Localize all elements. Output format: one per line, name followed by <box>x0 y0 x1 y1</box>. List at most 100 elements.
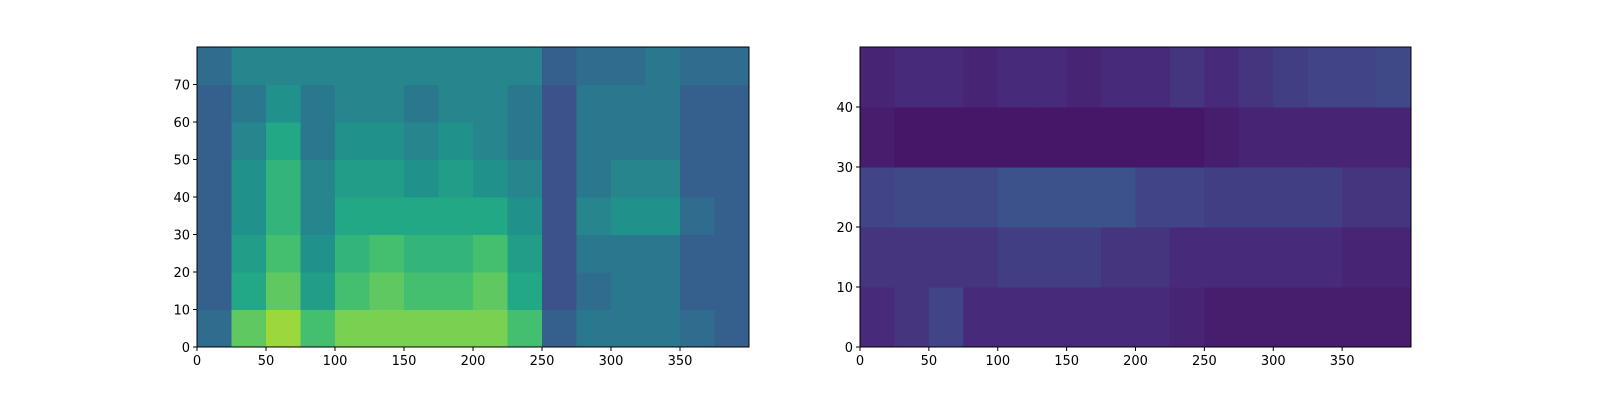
heatmap-cell <box>1238 287 1274 348</box>
heatmap-cell <box>473 84 508 123</box>
x-tick-label: 100 <box>323 354 348 369</box>
heatmap-cell <box>1169 227 1205 288</box>
x-tick-label: 200 <box>1123 354 1148 369</box>
heatmap-cell <box>680 272 715 310</box>
heatmap-cell <box>611 159 646 198</box>
heatmap-cell <box>714 47 750 85</box>
heatmap-cell <box>963 227 999 288</box>
heatmap-cell <box>542 197 577 235</box>
heatmap-cell <box>369 84 405 123</box>
heatmap-cell <box>197 122 232 160</box>
heatmap-cell <box>1101 107 1136 168</box>
x-tick-label: 300 <box>599 354 624 369</box>
heatmap-cell <box>1376 107 1412 168</box>
heatmap-cell <box>1273 227 1309 288</box>
heatmap-cell <box>197 84 232 123</box>
heatmap-cell <box>611 309 646 348</box>
x-tick-label: 150 <box>392 354 417 369</box>
heatmap-cell <box>438 159 474 198</box>
heatmap-cell <box>404 47 439 85</box>
heatmap-cell <box>1169 167 1205 228</box>
heatmap-cell <box>1101 47 1136 108</box>
heatmap-cell <box>197 159 232 198</box>
heatmap-cell <box>300 309 336 348</box>
heatmap-cell <box>404 309 439 348</box>
x-tick-label: 250 <box>1192 354 1217 369</box>
heatmap-cell <box>1376 287 1412 348</box>
x-tick-label: 300 <box>1261 354 1286 369</box>
heatmap-cell <box>1032 227 1068 288</box>
heatmap-cell <box>231 122 267 160</box>
heatmap-cell <box>542 309 577 348</box>
heatmap-cell <box>542 122 577 160</box>
heatmap-cell <box>1204 287 1240 348</box>
heatmap-cell <box>1204 227 1240 288</box>
x-tick-label: 250 <box>530 354 555 369</box>
x-tick-label: 350 <box>668 354 693 369</box>
heatmap-cell <box>1066 107 1102 168</box>
heatmap-cell <box>438 234 474 273</box>
heatmap-cell <box>894 47 930 108</box>
heatmap-cell <box>438 272 474 310</box>
heatmap-cell <box>1273 107 1309 168</box>
heatmap-cell <box>1135 167 1171 228</box>
heatmap-cell <box>928 167 964 228</box>
heatmap-cell <box>300 47 336 85</box>
heatmap-cell <box>576 234 612 273</box>
heatmap-cell <box>507 234 543 273</box>
heatmap-cell <box>1273 167 1309 228</box>
heatmap-cell <box>266 309 301 348</box>
heatmap-cell <box>369 234 405 273</box>
heatmap-cell <box>197 272 232 310</box>
heatmap-cell <box>1342 47 1378 108</box>
heatmap-cell <box>1238 167 1274 228</box>
heatmap-cell <box>611 197 646 235</box>
heatmap-cell <box>404 159 439 198</box>
heatmap-cell <box>335 47 370 85</box>
heatmap-cell <box>680 159 715 198</box>
heatmap-cell <box>197 47 232 85</box>
heatmap-cell <box>369 309 405 348</box>
heatmap-cell <box>1169 287 1205 348</box>
heatmap-cell <box>438 122 474 160</box>
heatmap-cell <box>680 84 715 123</box>
heatmap-cell <box>542 159 577 198</box>
heatmap-cell <box>231 84 267 123</box>
heatmap-cell <box>963 107 999 168</box>
y-tick-label: 0 <box>845 341 853 356</box>
heatmap-cell <box>928 227 964 288</box>
heatmap-cell <box>266 47 301 85</box>
heatmap-cell <box>438 197 474 235</box>
heatmap-cell <box>1066 47 1102 108</box>
heatmap-cell <box>680 122 715 160</box>
heatmap-cell <box>714 234 750 273</box>
heatmap-cell <box>645 122 681 160</box>
heatmap-cell <box>1376 227 1412 288</box>
heatmap-cell <box>507 84 543 123</box>
heatmap-cell <box>894 227 930 288</box>
heatmap-cell <box>542 234 577 273</box>
heatmap-cell <box>1307 47 1343 108</box>
heatmap-cell <box>997 227 1033 288</box>
heatmap-cell <box>473 122 508 160</box>
heatmap-cell <box>997 167 1033 228</box>
heatmap-cell <box>507 272 543 310</box>
heatmap-cell <box>231 197 267 235</box>
heatmap-cell <box>1101 167 1136 228</box>
heatmap-cell <box>507 159 543 198</box>
heatmap-cell <box>266 159 301 198</box>
heatmap-cell <box>404 122 439 160</box>
heatmap-cell <box>714 272 750 310</box>
heatmap-cell <box>611 122 646 160</box>
heatmap-cell <box>197 234 232 273</box>
heatmap-cell <box>231 159 267 198</box>
heatmap-cell <box>300 197 336 235</box>
heatmap-cell <box>714 122 750 160</box>
heatmap-cell <box>1135 47 1171 108</box>
heatmap-cell <box>1066 167 1102 228</box>
x-tick-label: 200 <box>461 354 486 369</box>
heatmap-cell <box>1238 227 1274 288</box>
heatmap-cell <box>611 84 646 123</box>
heatmap-cell <box>542 84 577 123</box>
